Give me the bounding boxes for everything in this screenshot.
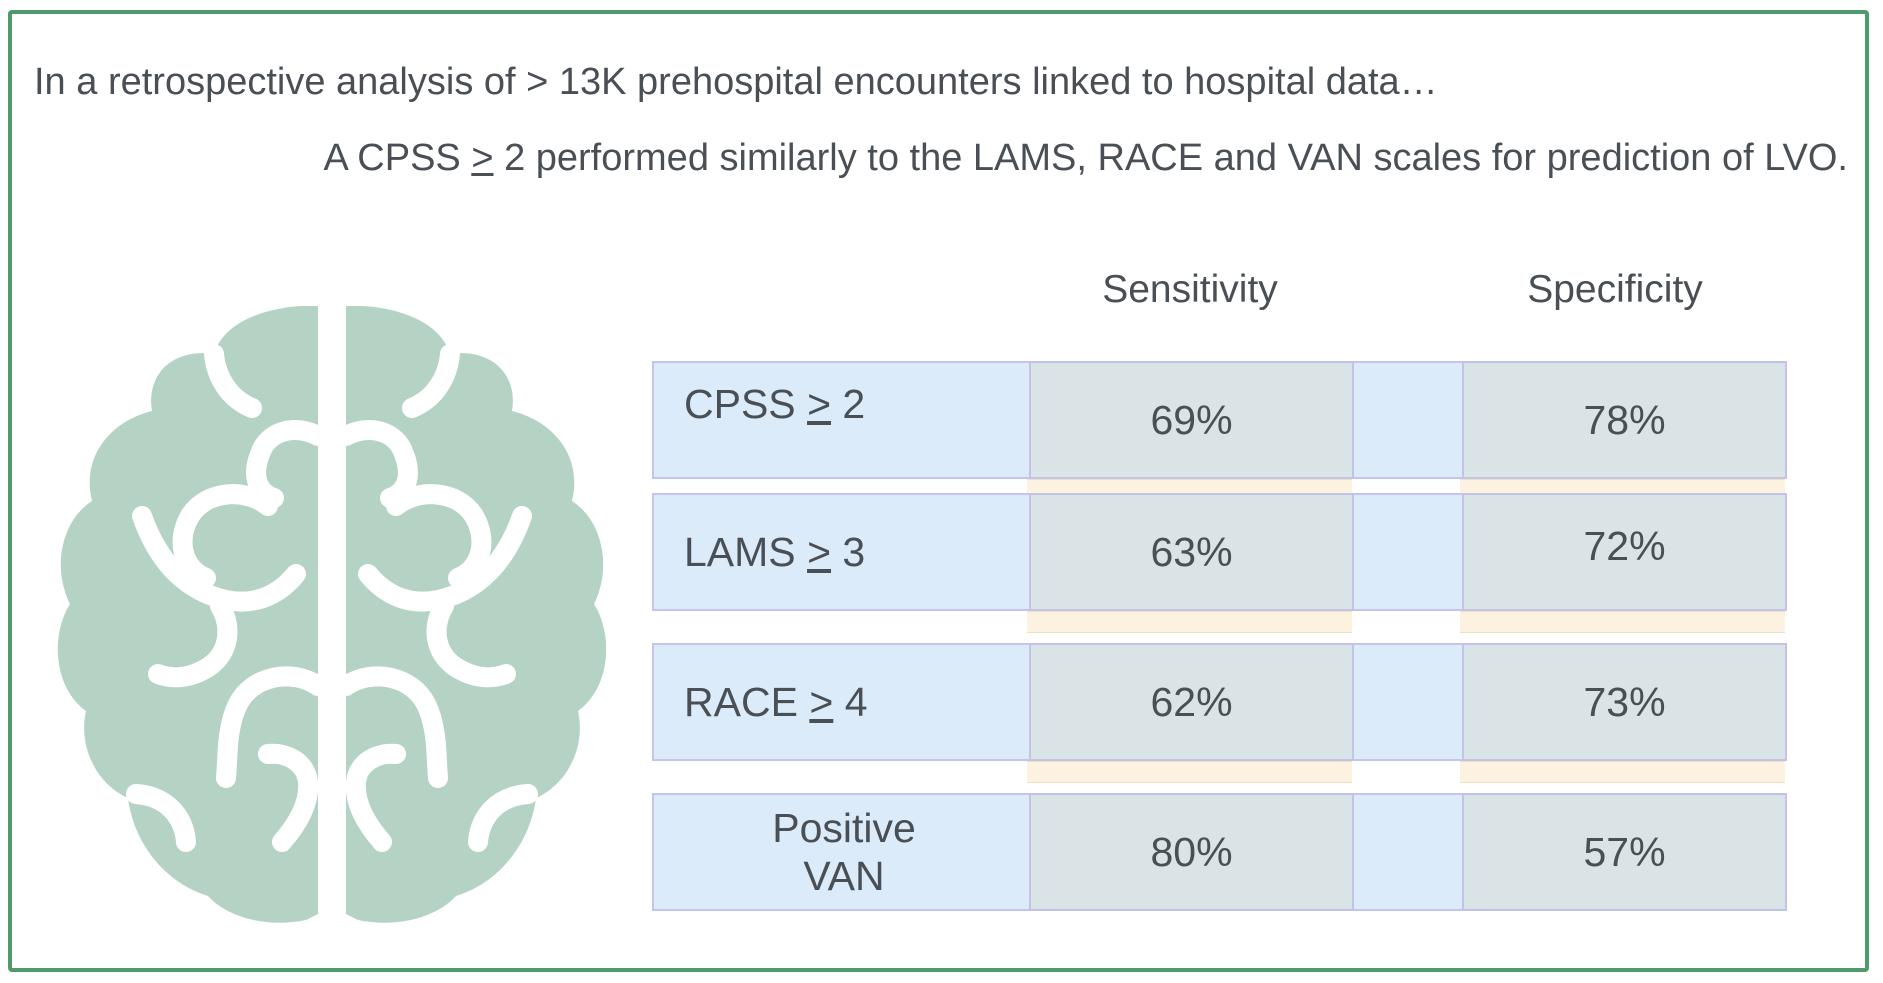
table-row: RACE > 4 62% 73%	[652, 643, 1787, 761]
sensitivity-cell: 80%	[1029, 793, 1354, 911]
sensitivity-cell: 69%	[1029, 361, 1354, 479]
specificity-cell: 57%	[1462, 793, 1787, 911]
specificity-cell: 78%	[1462, 361, 1787, 479]
separator-stripe	[1460, 611, 1785, 633]
sensitivity-cell: 63%	[1029, 493, 1354, 611]
finding-prefix: A CPSS	[323, 137, 472, 179]
row-label: RACE > 4	[684, 678, 868, 725]
sensitivity-cell: 62%	[1029, 643, 1354, 761]
row-label: CPSS > 2	[684, 381, 866, 427]
finding-suffix: 2 performed similarly to the LAMS, RACE …	[493, 137, 1848, 179]
content-frame	[8, 10, 1869, 972]
finding-ge-symbol: >	[471, 137, 494, 179]
table-row: Positive VAN 80% 57%	[652, 793, 1787, 911]
table-row: LAMS > 3 63% 72%	[652, 493, 1787, 611]
intro-text: In a retrospective analysis of > 13K pre…	[34, 61, 1438, 103]
finding-text: A CPSS > 2 performed similarly to the LA…	[323, 134, 1848, 182]
brain-icon	[57, 306, 606, 923]
table-row: CPSS > 2 69% 78%	[652, 361, 1787, 479]
header-sensitivity: Sensitivity	[1102, 268, 1278, 311]
results-table: CPSS > 2 69% 78% LAMS > 3 63% 72% RACE >…	[652, 361, 1787, 913]
row-label: LAMS > 3	[684, 528, 866, 575]
specificity-cell: 72%	[1462, 493, 1787, 611]
separator-stripe	[1027, 761, 1352, 783]
separator-stripe	[1460, 761, 1785, 783]
row-label: Positive VAN	[772, 805, 916, 899]
header-specificity: Specificity	[1527, 268, 1703, 311]
specificity-cell: 73%	[1462, 643, 1787, 761]
separator-stripe	[1027, 611, 1352, 633]
